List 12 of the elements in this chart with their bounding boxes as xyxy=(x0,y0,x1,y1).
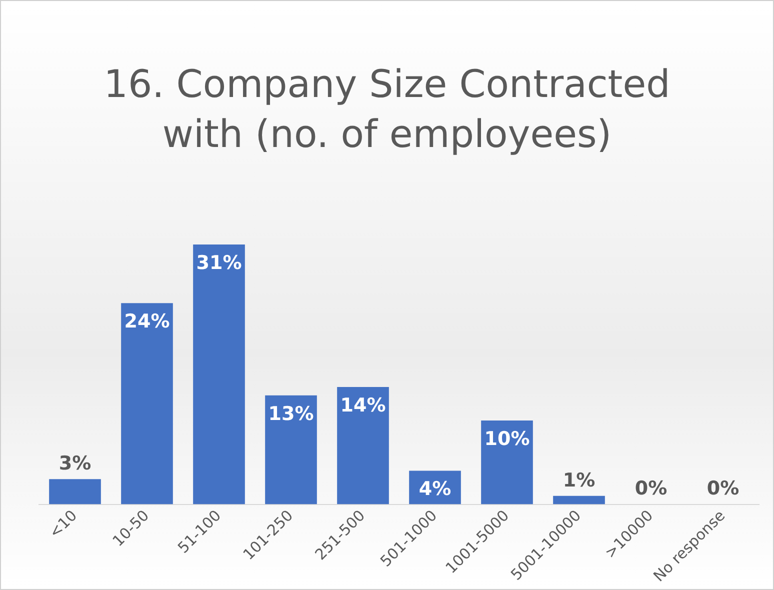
data-label: 10% xyxy=(484,428,530,450)
chart-title: 16. Company Size Contracted with (no. of employees) xyxy=(102,61,672,158)
data-label: 1% xyxy=(562,469,596,492)
data-label: 0% xyxy=(634,478,668,500)
data-label: 13% xyxy=(268,402,314,425)
data-label: 14% xyxy=(340,394,386,416)
data-label: 24% xyxy=(124,310,170,333)
data-label: 4% xyxy=(418,478,452,500)
data-label: 3% xyxy=(58,452,92,475)
data-label: 31% xyxy=(196,252,242,274)
data-label: 0% xyxy=(706,478,740,500)
x-tick-label: <10 xyxy=(45,506,81,542)
